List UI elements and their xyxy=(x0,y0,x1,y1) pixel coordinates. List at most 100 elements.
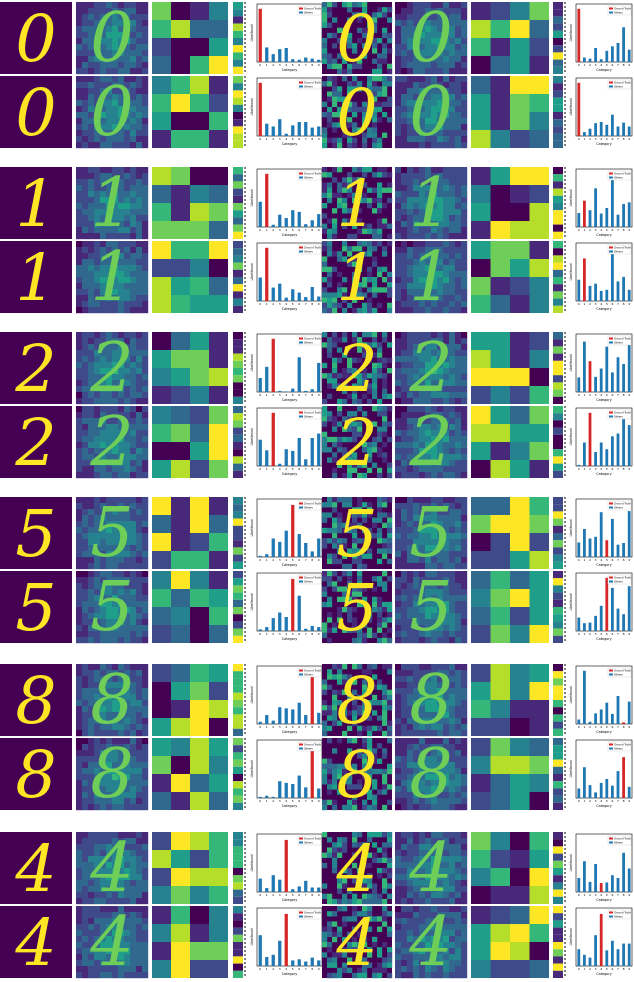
noise-pixel xyxy=(357,266,363,273)
blur-pixel xyxy=(395,118,402,125)
noise-pixel xyxy=(387,63,393,70)
blur-pixel xyxy=(419,551,426,558)
blur-pixel xyxy=(124,577,131,584)
heatmap-cell xyxy=(490,571,510,589)
blur-pixel xyxy=(443,670,450,677)
heatmap-cell xyxy=(190,130,209,148)
blur-pixel xyxy=(449,76,456,83)
blur-pixel xyxy=(124,112,131,119)
blur-pixel xyxy=(112,625,119,632)
blur-pixel xyxy=(449,26,456,33)
noise-pixel xyxy=(377,596,383,603)
blur-pixel xyxy=(401,798,408,805)
noise-pixel xyxy=(337,679,343,685)
legend-label-others: Others xyxy=(304,84,313,88)
blur-pixel xyxy=(443,259,450,266)
blur-pixel xyxy=(118,712,125,719)
ground-truth-bar xyxy=(258,8,262,63)
blur-pixel xyxy=(461,412,468,419)
others-bar xyxy=(605,207,609,227)
noise-pixel xyxy=(357,17,363,23)
blur-pixel xyxy=(124,56,131,63)
blur-pixel xyxy=(401,38,408,45)
blur-pixel xyxy=(142,521,149,528)
blur-pixel xyxy=(118,124,125,131)
blur-pixel xyxy=(419,374,426,381)
blur-pixel xyxy=(112,227,119,234)
blur-pixel xyxy=(112,613,119,620)
others-bar xyxy=(278,541,282,557)
blur-pixel xyxy=(106,295,113,302)
blur-pixel xyxy=(425,583,432,590)
blur-pixel xyxy=(419,460,426,467)
noise-pixel xyxy=(372,282,378,288)
blur-pixel xyxy=(455,118,462,125)
blur-pixel xyxy=(443,32,450,39)
blur-pixel xyxy=(130,356,137,363)
blur-pixel xyxy=(449,167,456,174)
blur-pixel xyxy=(112,454,119,461)
noise-pixel xyxy=(352,522,358,529)
others-bar xyxy=(317,712,321,724)
noise-pixel xyxy=(352,297,358,303)
blur-pixel xyxy=(106,215,113,222)
blur-pixel xyxy=(461,277,468,284)
noise-pixel xyxy=(357,632,363,639)
blur-pixel xyxy=(130,142,137,149)
blur-pixel xyxy=(82,32,89,39)
blur-pixel xyxy=(431,8,438,15)
blur-pixel xyxy=(94,44,101,51)
others-bar xyxy=(583,442,586,466)
blur-pixel xyxy=(461,472,468,479)
noise-pixel xyxy=(387,17,393,23)
noise-pixel xyxy=(327,637,333,644)
blur-pixel xyxy=(82,780,89,787)
blur-pixel xyxy=(88,694,95,701)
colorbar-segment xyxy=(233,133,243,141)
blur-pixel xyxy=(106,786,113,793)
blur-pixel xyxy=(455,424,462,431)
noise-pixel xyxy=(367,388,373,394)
noise-pixel xyxy=(337,421,343,427)
blur-pixel xyxy=(413,804,420,811)
blur-pixel xyxy=(449,344,456,351)
blur-pixel xyxy=(118,744,125,751)
blur-pixel xyxy=(100,509,107,516)
others-bar xyxy=(599,290,603,301)
noise-pixel xyxy=(372,758,378,764)
blur-pixel xyxy=(395,203,402,210)
blur-pixel xyxy=(106,712,113,719)
noise-pixel xyxy=(367,664,373,670)
blur-pixel xyxy=(100,68,107,75)
noise-pixel xyxy=(372,122,378,128)
colorbar-segment xyxy=(553,621,563,629)
blur-pixel xyxy=(88,738,95,745)
blur-pixel xyxy=(100,750,107,757)
noise-pixel xyxy=(342,297,348,303)
noise-pixel xyxy=(342,596,348,603)
x-tick-label: 7 xyxy=(617,632,619,636)
blur-pixel xyxy=(413,509,420,516)
x-tick-label: 1 xyxy=(266,725,268,729)
noise-pixel xyxy=(362,738,368,744)
blur-pixel xyxy=(106,613,113,620)
heatmap-cell xyxy=(190,368,209,386)
heatmap-cell xyxy=(190,625,209,643)
noise-pixel xyxy=(347,581,353,587)
noise-pixel xyxy=(382,571,388,577)
colorbar-segment xyxy=(553,104,563,112)
noise-pixel xyxy=(372,261,378,267)
blur-pixel xyxy=(76,307,83,314)
blur-pixel xyxy=(124,694,131,701)
blur-pixel xyxy=(88,436,95,443)
blur-pixel xyxy=(401,750,408,757)
noise-pixel xyxy=(362,462,368,468)
noise-pixel xyxy=(387,720,393,726)
blur-pixel xyxy=(112,136,119,143)
blur-pixel xyxy=(419,253,426,260)
others-bar xyxy=(594,188,597,227)
noise-pixel xyxy=(352,101,358,108)
blur-pixel xyxy=(76,142,83,149)
heatmap-cell xyxy=(190,259,209,277)
noise-pixel xyxy=(362,373,368,379)
